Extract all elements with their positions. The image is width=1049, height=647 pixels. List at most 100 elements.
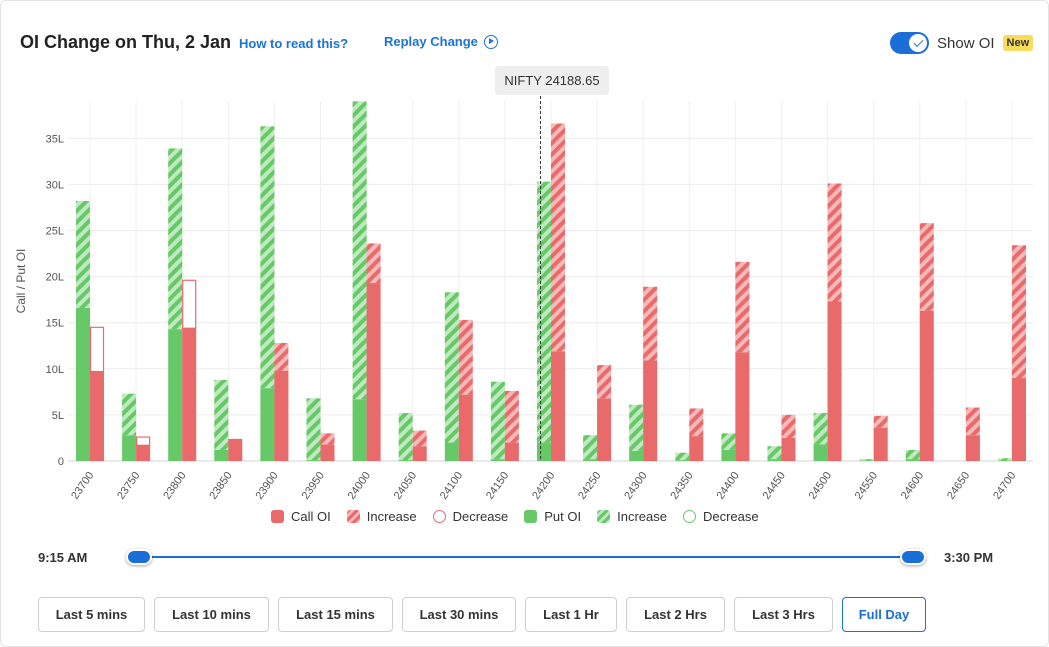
y-tick-label: 10L: [46, 364, 64, 376]
put-increase-bar: [813, 413, 828, 445]
call-oi-bar: [873, 427, 888, 461]
x-tick-label: 24050: [392, 470, 419, 501]
call-increase-bar: [1012, 245, 1026, 379]
x-tick-label: 24450: [761, 470, 788, 501]
x-tick-label: 24100: [438, 470, 465, 501]
x-tick-label: 24500: [807, 470, 834, 501]
call-oi-bar: [412, 446, 427, 461]
page-title: OI Change on Thu, 2 Jan: [20, 32, 232, 52]
put-oi-bar: [76, 307, 90, 461]
call-oi-bar: [182, 328, 197, 461]
call-increase-bar: [735, 261, 750, 353]
last-2-hrs-button[interactable]: Last 2 Hrs: [626, 597, 725, 632]
oi-bar-chart: 0 5L 10L 15L 20L 25L 30L 35L Call / Put OI 23700 2…: [14, 96, 1033, 501]
y-tick-label: 0: [58, 456, 64, 468]
x-tick-label: 24550: [853, 470, 880, 501]
replay-change-button[interactable]: Replay Change: [384, 34, 498, 49]
put-increase-bar: [583, 435, 598, 460]
call-oi-bar: [919, 310, 934, 461]
put-increase-bar: [214, 379, 229, 450]
put-oi-bar: [721, 449, 736, 461]
put-increase-bar: [998, 458, 1012, 461]
call-oi-bar: [458, 394, 473, 461]
last-5-mins-button[interactable]: Last 5 mins: [38, 597, 145, 632]
call-oi-bar: [965, 435, 980, 461]
call-decrease-swatch: [432, 510, 446, 523]
slider-end-time: 3:30 PM: [944, 550, 994, 565]
call-increase-bar: [551, 123, 565, 352]
call-increase-swatch: [346, 510, 360, 523]
x-tick-label: 24600: [899, 470, 926, 501]
call-increase-bar: [366, 243, 381, 284]
slider-start-handle[interactable]: [126, 549, 152, 565]
put-increase-bar: [859, 459, 874, 461]
y-tick-label: 5L: [52, 410, 64, 422]
call-increase-bar: [827, 183, 842, 302]
put-oi-bar: [905, 459, 920, 461]
put-oi-bar: [444, 442, 459, 461]
y-tick-label: 35L: [46, 133, 64, 145]
slider-end-handle[interactable]: [900, 549, 926, 565]
y-tick-label: 20L: [46, 272, 64, 284]
spot-price-tooltip: NIFTY 24188.65: [495, 66, 609, 95]
y-tick-label: 25L: [46, 226, 64, 238]
legend-put-increase: Increase: [597, 509, 667, 524]
x-tick-label: 24650: [945, 470, 972, 501]
put-increase-bar: [168, 148, 183, 330]
put-increase-bar: [490, 381, 505, 460]
call-oi-bar: [366, 283, 381, 461]
put-oi-bar: [629, 450, 644, 461]
play-circle-icon: [483, 34, 498, 49]
legend-label: Increase: [617, 509, 667, 524]
how-to-read-link[interactable]: How to read this?: [239, 36, 349, 51]
call-oi-bar: [597, 398, 612, 461]
last-10-mins-button[interactable]: Last 10 mins: [154, 597, 269, 632]
put-oi-bar: [767, 459, 782, 461]
show-oi-toggle[interactable]: [890, 32, 929, 54]
x-tick-label: 24300: [622, 470, 649, 501]
y-tick-label: 30L: [46, 179, 64, 191]
put-increase-bar: [122, 393, 137, 436]
x-tick-label: 23950: [300, 470, 327, 501]
legend-call-increase: Increase: [346, 509, 417, 524]
put-oi-bar: [260, 388, 275, 461]
legend-label: Put OI: [544, 509, 582, 524]
call-oi-bar: [320, 444, 335, 461]
put-oi-bar: [122, 435, 137, 461]
last-15-mins-button[interactable]: Last 15 mins: [278, 597, 393, 632]
call-increase-bar: [781, 414, 796, 438]
legend-call-oi: Call OI: [271, 509, 331, 524]
show-oi-toggle-group: Show OI New: [890, 32, 1034, 54]
last-1-hr-button[interactable]: Last 1 Hr: [525, 597, 617, 632]
x-tick-label: 24350: [668, 470, 695, 501]
legend-put-decrease: Decrease: [682, 509, 759, 524]
last-3-hrs-button[interactable]: Last 3 Hrs: [734, 597, 833, 632]
slider-start-time: 9:15 AM: [38, 550, 88, 565]
call-increase-bar: [412, 430, 427, 447]
put-oi-bar: [306, 460, 321, 461]
time-range-track[interactable]: [139, 556, 913, 558]
put-increase-bar: [444, 292, 459, 443]
x-tick-label: 23800: [161, 470, 188, 501]
last-30-mins-button[interactable]: Last 30 mins: [402, 597, 516, 632]
x-tick-label: 23850: [207, 470, 234, 501]
call-oi-bar: [781, 437, 796, 461]
call-increase-bar: [458, 319, 473, 395]
put-oi-bar: [352, 399, 367, 461]
full-day-button[interactable]: Full Day: [842, 597, 926, 632]
call-oi-bar: [827, 301, 842, 461]
put-oi-bar: [813, 444, 828, 461]
put-oi-bar: [168, 329, 183, 461]
put-oi-bar: [583, 459, 598, 461]
call-oi-bar: [551, 351, 565, 461]
x-tick-label: 23900: [253, 470, 280, 501]
call-increase-bar: [919, 223, 934, 311]
y-tick-label: 15L: [46, 318, 64, 330]
call-oi-bar: [735, 352, 750, 461]
call-oi-bar: [274, 370, 289, 461]
put-oi-swatch: [524, 510, 538, 523]
x-tick-label: 24250: [576, 470, 603, 501]
put-oi-bar: [675, 460, 690, 461]
time-range-buttons: Last 5 mins Last 10 mins Last 15 mins La…: [38, 597, 926, 632]
